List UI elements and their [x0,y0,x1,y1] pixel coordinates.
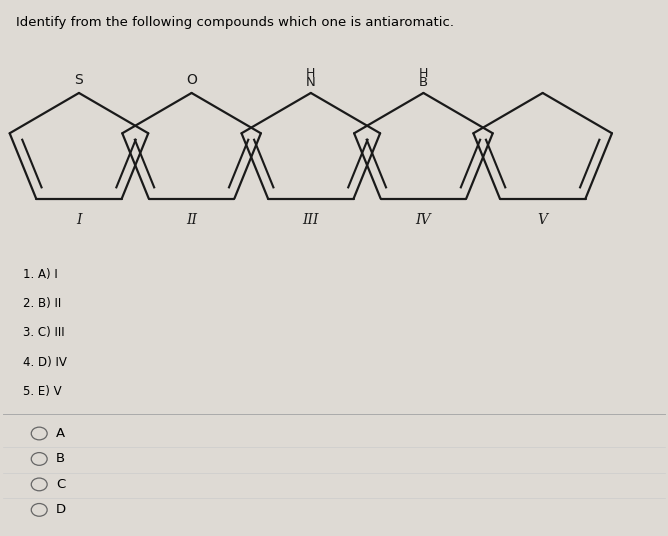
Text: H: H [306,67,315,80]
Text: C: C [55,478,65,491]
Text: 5. E) V: 5. E) V [23,385,61,398]
Text: I: I [76,213,81,227]
Text: V: V [538,213,548,227]
Text: III: III [303,213,319,227]
Text: D: D [55,503,66,516]
Text: A: A [55,427,65,440]
Text: 4. D) IV: 4. D) IV [23,355,67,369]
Text: N: N [306,77,316,90]
Text: II: II [186,213,197,227]
Text: 2. B) II: 2. B) II [23,297,61,310]
Text: B: B [419,77,428,90]
Text: B: B [55,452,65,465]
Text: O: O [186,73,197,87]
Text: IV: IV [415,213,431,227]
Text: H: H [419,67,428,80]
Text: 3. C) III: 3. C) III [23,326,64,339]
Text: S: S [75,73,84,87]
Text: 1. A) I: 1. A) I [23,268,57,281]
Text: Identify from the following compounds which one is antiaromatic.: Identify from the following compounds wh… [16,16,454,29]
